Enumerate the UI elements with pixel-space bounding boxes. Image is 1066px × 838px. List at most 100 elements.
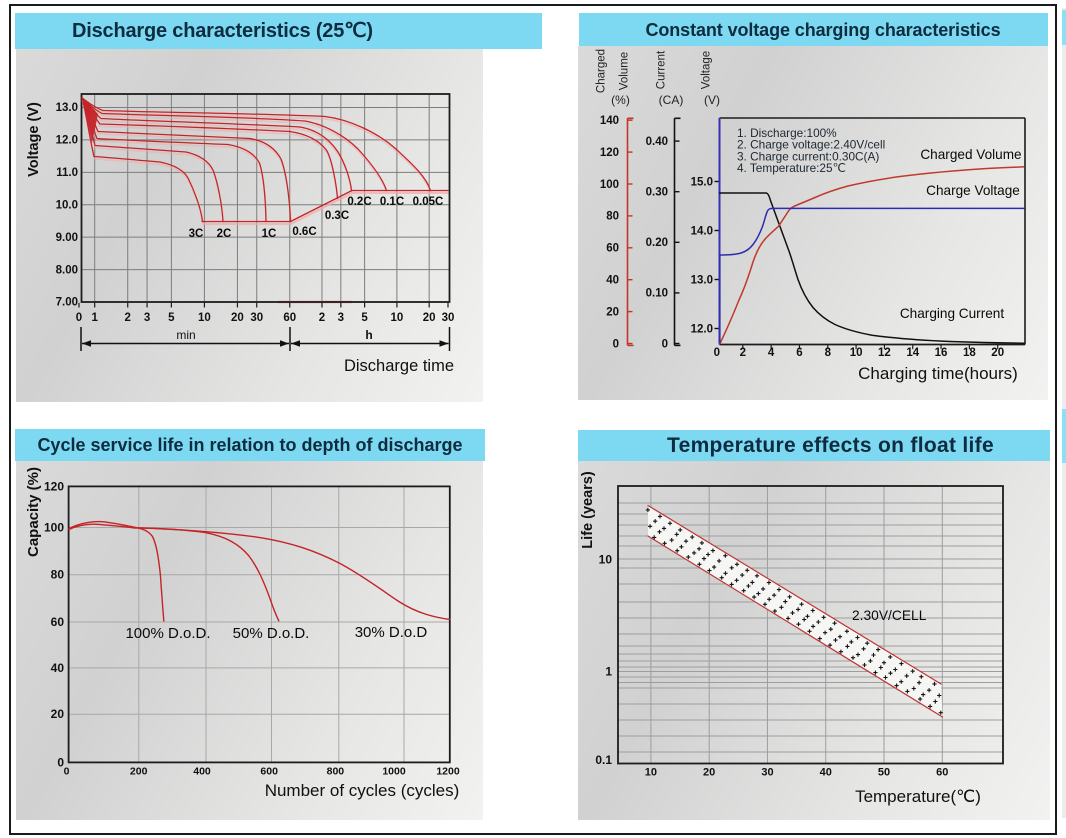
svg-text:(CA): (CA) (659, 93, 684, 107)
svg-text:3: 3 (338, 312, 344, 324)
svg-text:0: 0 (613, 338, 619, 350)
svg-text:(%): (%) (611, 93, 630, 107)
svg-text:2: 2 (740, 347, 746, 359)
svg-text:140: 140 (600, 115, 619, 127)
svg-text:600: 600 (260, 766, 278, 778)
svg-text:0: 0 (76, 312, 82, 324)
svg-text:15.0: 15.0 (691, 176, 713, 188)
svg-text:20: 20 (703, 767, 715, 779)
svg-text:8: 8 (825, 347, 832, 359)
svg-text:5: 5 (361, 312, 368, 324)
svg-text:Volume: Volume (619, 52, 631, 90)
svg-text:Voltage: Voltage (701, 51, 713, 89)
svg-text:0.05C: 0.05C (413, 196, 444, 208)
svg-text:Voltage (V): Voltage (V) (26, 102, 42, 177)
svg-text:7.00: 7.00 (56, 297, 78, 309)
svg-text:0.1C: 0.1C (380, 196, 404, 208)
svg-text:0.20: 0.20 (646, 237, 668, 249)
svg-text:12: 12 (878, 347, 891, 359)
svg-text:400: 400 (193, 766, 211, 778)
svg-text:40: 40 (820, 767, 832, 779)
svg-text:20: 20 (423, 312, 436, 324)
svg-text:13.0: 13.0 (56, 102, 78, 114)
svg-text:10: 10 (198, 312, 211, 324)
svg-text:10: 10 (391, 312, 404, 324)
svg-text:1000: 1000 (382, 766, 406, 778)
svg-text:20: 20 (51, 707, 65, 721)
svg-text:14.0: 14.0 (691, 225, 713, 237)
svg-text:40: 40 (606, 275, 619, 287)
svg-text:13.0: 13.0 (691, 274, 713, 286)
svg-text:1200: 1200 (436, 766, 460, 778)
svg-text:0.1: 0.1 (595, 753, 612, 767)
svg-text:30% D.o.D: 30% D.o.D (355, 624, 428, 641)
svg-text:20: 20 (606, 306, 619, 318)
svg-text:0.6C: 0.6C (292, 226, 316, 238)
svg-text:2. Charge voltage:2.40V/cell: 2. Charge voltage:2.40V/cell (737, 138, 885, 152)
svg-text:10.0: 10.0 (56, 199, 78, 211)
svg-text:20: 20 (991, 347, 1004, 359)
svg-text:0: 0 (714, 347, 720, 359)
svg-text:2: 2 (125, 312, 131, 324)
svg-text:0.30: 0.30 (646, 187, 668, 199)
svg-text:2.30V/CELL: 2.30V/CELL (852, 608, 927, 623)
svg-text:0: 0 (662, 338, 668, 350)
svg-text:1C: 1C (262, 228, 277, 240)
svg-text:18: 18 (963, 347, 976, 359)
svg-text:4. Temperature:25℃: 4. Temperature:25℃ (737, 161, 846, 175)
svg-text:2C: 2C (217, 228, 232, 240)
svg-text:0.3C: 0.3C (325, 210, 349, 222)
svg-text:Capacity (%): Capacity (%) (25, 467, 42, 557)
svg-text:16: 16 (935, 347, 948, 359)
svg-text:10: 10 (850, 347, 863, 359)
svg-text:Charge Voltage: Charge Voltage (926, 183, 1020, 198)
svg-text:8.00: 8.00 (56, 264, 78, 276)
svg-text:0: 0 (64, 766, 70, 778)
svg-text:14: 14 (906, 347, 919, 359)
svg-text:200: 200 (130, 766, 148, 778)
svg-text:10: 10 (599, 552, 613, 566)
svg-text:0: 0 (57, 755, 64, 769)
svg-text:120: 120 (600, 147, 619, 159)
svg-text:12.0: 12.0 (691, 323, 713, 335)
svg-text:30: 30 (761, 767, 773, 779)
svg-text:0.40: 0.40 (646, 136, 668, 148)
svg-text:1: 1 (91, 312, 98, 324)
svg-text:80: 80 (51, 568, 65, 582)
svg-text:800: 800 (327, 766, 345, 778)
svg-text:10: 10 (645, 767, 657, 779)
svg-text:9.00: 9.00 (56, 232, 78, 244)
svg-text:30: 30 (442, 312, 455, 324)
svg-text:0.2C: 0.2C (347, 196, 371, 208)
svg-text:100: 100 (44, 521, 64, 535)
svg-text:min: min (176, 328, 195, 342)
svg-text:(V): (V) (704, 93, 720, 107)
svg-text:4: 4 (768, 347, 775, 359)
svg-text:h: h (365, 328, 372, 342)
svg-text:Charged: Charged (596, 49, 608, 93)
svg-text:100% D.o.D.: 100% D.o.D. (125, 625, 210, 642)
svg-text:3C: 3C (189, 228, 204, 240)
svg-text:50: 50 (878, 767, 890, 779)
svg-text:30: 30 (250, 312, 263, 324)
svg-text:40: 40 (51, 661, 65, 675)
svg-text:100: 100 (600, 179, 619, 191)
svg-text:Number of cycles (cycles): Number of cycles (cycles) (265, 781, 460, 800)
svg-text:Temperature(℃): Temperature(℃) (855, 787, 981, 806)
svg-text:1. Discharge:100%: 1. Discharge:100% (737, 126, 837, 140)
svg-text:5: 5 (168, 312, 175, 324)
svg-text:Discharge time: Discharge time (344, 357, 454, 375)
svg-text:0.10: 0.10 (646, 288, 668, 300)
svg-text:Charging Current: Charging Current (900, 306, 1004, 321)
svg-text:Life (years): Life (years) (580, 471, 596, 549)
svg-text:3. Charge current:0.30C(A): 3. Charge current:0.30C(A) (737, 149, 879, 163)
svg-text:2: 2 (319, 312, 325, 324)
svg-text:6: 6 (796, 347, 802, 359)
svg-text:3: 3 (144, 312, 150, 324)
svg-text:Current: Current (656, 50, 668, 89)
svg-text:60: 60 (606, 243, 619, 255)
svg-text:1: 1 (605, 665, 612, 679)
svg-text:11.0: 11.0 (56, 167, 78, 179)
svg-text:60: 60 (51, 615, 65, 629)
svg-text:Charging time(hours): Charging time(hours) (858, 364, 1018, 383)
